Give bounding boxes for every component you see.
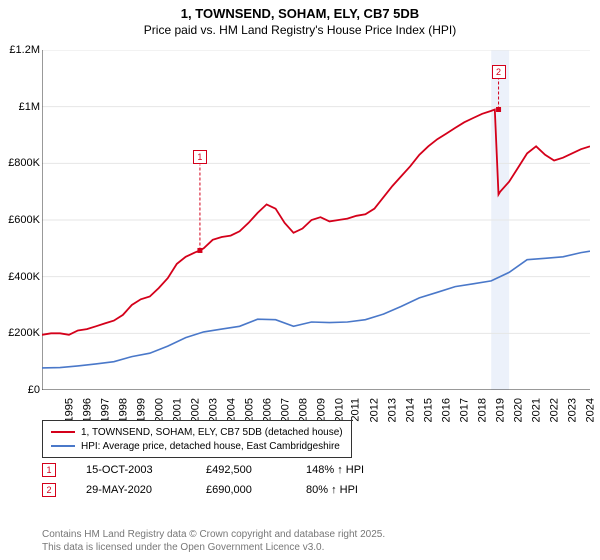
y-tick-label: £0 (2, 384, 40, 396)
title-line1: 1, TOWNSEND, SOHAM, ELY, CB7 5DB (0, 0, 600, 21)
x-tick-label: 2007 (279, 398, 291, 422)
y-tick-label: £400K (2, 271, 40, 283)
x-tick-label: 2009 (315, 398, 327, 422)
transaction-price: £492,500 (206, 464, 276, 476)
chart-marker-2: 2 (492, 65, 506, 79)
x-tick-label: 2014 (405, 398, 417, 422)
x-tick-label: 2022 (549, 398, 561, 422)
x-tick-label: 2004 (225, 398, 237, 422)
y-tick-label: £1M (2, 101, 40, 113)
transaction-date: 15-OCT-2003 (86, 464, 176, 476)
y-tick-label: £800K (2, 157, 40, 169)
transaction-row: 1 15-OCT-2003 £492,500 148% ↑ HPI (42, 460, 386, 480)
y-tick-label: £1.2M (2, 44, 40, 56)
x-tick-label: 2000 (153, 398, 165, 422)
x-tick-label: 2011 (350, 398, 362, 422)
x-tick-label: 1997 (99, 398, 111, 422)
x-tick-label: 2016 (441, 398, 453, 422)
x-tick-label: 2017 (459, 398, 471, 422)
x-tick-label: 2021 (531, 398, 543, 422)
footer-attribution: Contains HM Land Registry data © Crown c… (42, 528, 385, 554)
x-tick-label: 2012 (369, 398, 381, 422)
x-tick-label: 1996 (81, 398, 93, 422)
x-tick-label: 2006 (261, 398, 273, 422)
x-tick-label: 2013 (387, 398, 399, 422)
y-tick-label: £600K (2, 214, 40, 226)
legend-box: 1, TOWNSEND, SOHAM, ELY, CB7 5DB (detach… (42, 420, 352, 458)
chart-svg (42, 50, 590, 390)
transaction-marker: 2 (42, 483, 56, 497)
transaction-pct: 148% ↑ HPI (306, 464, 386, 476)
x-tick-label: 2024 (585, 398, 597, 422)
transactions-table: 1 15-OCT-2003 £492,500 148% ↑ HPI 2 29-MAY-20… (42, 460, 386, 500)
x-tick-label: 2019 (495, 398, 507, 422)
page-root: 1, TOWNSEND, SOHAM, ELY, CB7 5DB Price p… (0, 0, 600, 560)
footer-line2: This data is licensed under the Open Gov… (42, 541, 385, 554)
legend-label: HPI: Average price, detached house, East… (81, 441, 340, 452)
transaction-date: 29-MAY-2020 (86, 484, 176, 496)
x-tick-label: 2015 (423, 398, 435, 422)
x-tick-label: 2023 (567, 398, 579, 422)
x-tick-label: 2002 (189, 398, 201, 422)
y-tick-label: £200K (2, 327, 40, 339)
transaction-marker: 1 (42, 463, 56, 477)
title-line2: Price paid vs. HM Land Registry's House … (0, 21, 600, 41)
x-tick-label: 2010 (333, 398, 345, 422)
x-tick-label: 2020 (513, 398, 525, 422)
legend-row: 1, TOWNSEND, SOHAM, ELY, CB7 5DB (detach… (51, 425, 343, 439)
x-tick-label: 2001 (171, 398, 183, 422)
transaction-price: £690,000 (206, 484, 276, 496)
legend-label: 1, TOWNSEND, SOHAM, ELY, CB7 5DB (detach… (81, 427, 343, 438)
transaction-pct: 80% ↑ HPI (306, 484, 386, 496)
x-tick-label: 2018 (477, 398, 489, 422)
chart-marker-1: 1 (193, 150, 207, 164)
footer-line1: Contains HM Land Registry data © Crown c… (42, 528, 385, 541)
legend-swatch (51, 431, 75, 433)
chart-area: 12 (42, 50, 590, 390)
legend-row: HPI: Average price, detached house, East… (51, 439, 343, 453)
x-tick-label: 2008 (297, 398, 309, 422)
legend-swatch (51, 445, 75, 447)
x-tick-label: 2003 (207, 398, 219, 422)
x-tick-label: 1998 (117, 398, 129, 422)
x-tick-label: 1999 (135, 398, 147, 422)
x-tick-label: 1995 (63, 398, 75, 422)
x-tick-label: 2005 (243, 398, 255, 422)
transaction-row: 2 29-MAY-2020 £690,000 80% ↑ HPI (42, 480, 386, 500)
